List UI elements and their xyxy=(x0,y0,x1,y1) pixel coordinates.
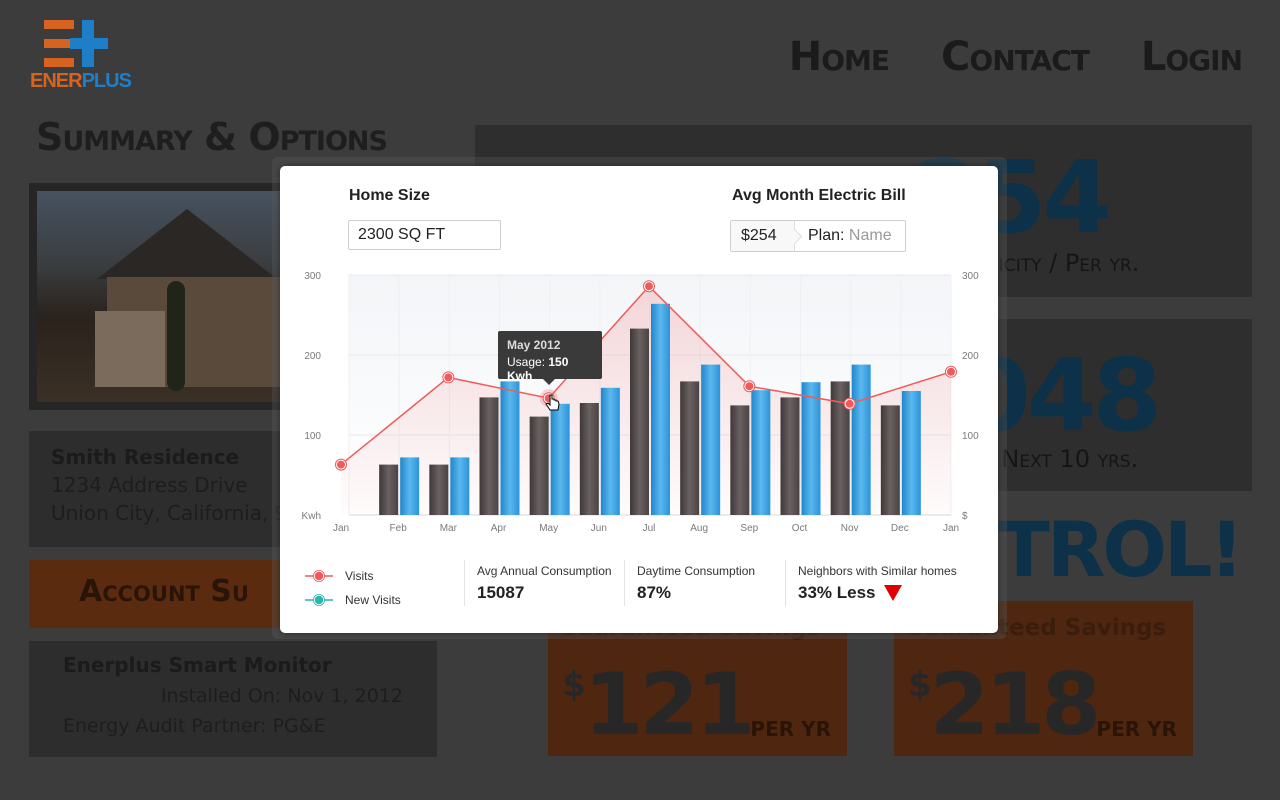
electric-bill-label: Avg Month Electric Bill xyxy=(732,187,906,204)
y-tick-right: 200 xyxy=(962,351,979,362)
bar-consumption xyxy=(479,397,499,515)
residence-name: Smith Residence xyxy=(51,445,240,469)
cost-panel-subtitle: ricity / Per yr. xyxy=(987,249,1140,277)
y-tick-right: $ xyxy=(962,511,968,522)
bar-cost xyxy=(550,403,570,515)
stat-neighbors: Neighbors with Similar homes 33% Less xyxy=(785,560,957,606)
bar-consumption xyxy=(579,403,599,515)
x-tick-label: Mar xyxy=(440,523,458,534)
house-photo xyxy=(37,191,281,402)
bar-consumption xyxy=(630,328,649,515)
savings-amount: $121 xyxy=(562,655,755,755)
nav-contact[interactable]: Contact xyxy=(941,34,1090,80)
x-tick-label: Aug xyxy=(690,523,708,534)
monitor-partner: Energy Audit Partner: PG&E xyxy=(63,715,326,737)
bar-cost xyxy=(450,457,470,515)
visits-point xyxy=(745,382,754,391)
legend-visits-icon xyxy=(305,570,333,582)
y-tick-right: 100 xyxy=(962,431,979,442)
x-tick-label: Jan xyxy=(333,523,349,534)
legend-new-visits-icon xyxy=(305,594,333,606)
hand-cursor-icon xyxy=(545,394,560,411)
chart-legend: Visits New Visits xyxy=(305,564,401,612)
bar-cost xyxy=(701,364,721,515)
bar-consumption xyxy=(529,416,549,515)
control-headline: TROL! xyxy=(998,505,1244,594)
page-title: Summary & Options xyxy=(36,115,388,159)
bar-consumption xyxy=(830,381,850,515)
x-tick-label: Apr xyxy=(491,523,507,534)
house-photo-card xyxy=(29,183,289,410)
x-tick-label: Feb xyxy=(390,523,408,534)
x-tick-label: Jun xyxy=(591,523,607,534)
smart-monitor-card: Enerplus Smart Monitor Installed On: Nov… xyxy=(29,641,437,757)
nav-home[interactable]: Home xyxy=(788,34,890,80)
x-tick-label: Oct xyxy=(792,523,808,534)
logo-text: ENERPLUS xyxy=(30,70,132,92)
bar-consumption xyxy=(429,464,449,515)
savings-amount: $218 xyxy=(908,655,1101,755)
savings-unit: PER YR xyxy=(1096,717,1177,741)
bar-consumption xyxy=(379,464,399,515)
legend-visits[interactable]: Visits xyxy=(305,564,401,588)
monitor-title: Enerplus Smart Monitor xyxy=(63,653,332,677)
account-summary-button[interactable]: Account Su xyxy=(29,560,289,628)
plan-name-input[interactable]: Plan: Name xyxy=(808,227,892,244)
x-tick-label: Dec xyxy=(891,523,909,534)
down-arrow-icon xyxy=(883,585,902,601)
monitor-installed: Installed On: Nov 1, 2012 xyxy=(160,685,403,707)
y-tick-left: 300 xyxy=(304,271,321,282)
residence-address-line1: 1234 Address Drive xyxy=(51,473,248,497)
bar-cost xyxy=(801,382,821,515)
top-nav: Home Contact Login xyxy=(788,34,1243,80)
bar-consumption xyxy=(880,405,900,515)
x-tick-label: May xyxy=(539,523,558,534)
bar-cost xyxy=(500,381,520,515)
bar-cost xyxy=(901,391,921,515)
residence-card: Smith Residence 1234 Address Drive Union… xyxy=(29,431,289,547)
savings-unit: PER YR xyxy=(750,717,831,741)
bar-consumption xyxy=(780,397,800,515)
x-tick-label: Nov xyxy=(841,523,859,534)
enerplus-logo[interactable]: ENERPLUS xyxy=(30,20,132,94)
home-size-label: Home Size xyxy=(349,187,430,204)
visits-point xyxy=(845,399,854,408)
bar-consumption xyxy=(730,405,750,515)
x-tick-label: Jul xyxy=(643,523,656,534)
bar-cost xyxy=(851,364,871,515)
electric-bill-field: $254 Plan: Name xyxy=(730,220,906,252)
y-tick-left: Kwh xyxy=(302,511,321,522)
visits-point xyxy=(337,460,345,469)
stat-annual-consumption: Avg Annual Consumption 15087 xyxy=(464,560,612,606)
bar-cost xyxy=(600,387,620,515)
home-size-input[interactable]: 2300 SQ FT xyxy=(348,220,501,250)
visits-point xyxy=(645,282,653,291)
bar-consumption xyxy=(680,381,700,515)
visits-point xyxy=(444,373,453,382)
residence-address-line2: Union City, California, 9 xyxy=(51,501,288,525)
bar-cost xyxy=(651,303,670,515)
bill-amount-input[interactable]: $254 xyxy=(731,221,795,251)
y-tick-right: 300 xyxy=(962,271,979,282)
bar-cost xyxy=(400,457,420,515)
projection-panel-subtitle: e Next 10 yrs. xyxy=(983,445,1139,473)
nav-login[interactable]: Login xyxy=(1140,34,1243,80)
y-tick-left: 200 xyxy=(304,351,321,362)
legend-new-visits[interactable]: New Visits xyxy=(305,588,401,612)
logo-mark-icon xyxy=(44,20,108,67)
x-tick-label: Jan xyxy=(943,523,959,534)
x-tick-label: Sep xyxy=(740,523,758,534)
stat-daytime-consumption: Daytime Consumption 87% xyxy=(624,560,755,606)
bar-cost xyxy=(751,390,771,515)
visits-point xyxy=(947,367,955,376)
chart-tooltip: May 2012 Usage: 150 Kwh xyxy=(498,331,602,385)
usage-chart: Kwh 100 200 300 $100 200 300 Jan Feb Mar Apr May Jun… xyxy=(302,271,980,534)
usage-modal: Home Size Avg Month Electric Bill 2300 S… xyxy=(280,166,998,633)
y-tick-left: 100 xyxy=(304,431,321,442)
